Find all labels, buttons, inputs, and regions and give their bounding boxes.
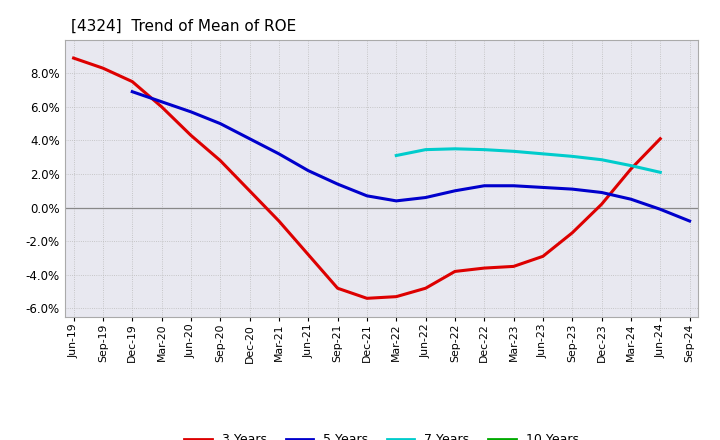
Legend: 3 Years, 5 Years, 7 Years, 10 Years: 3 Years, 5 Years, 7 Years, 10 Years [179, 429, 584, 440]
Text: [4324]  Trend of Mean of ROE: [4324] Trend of Mean of ROE [71, 19, 297, 34]
